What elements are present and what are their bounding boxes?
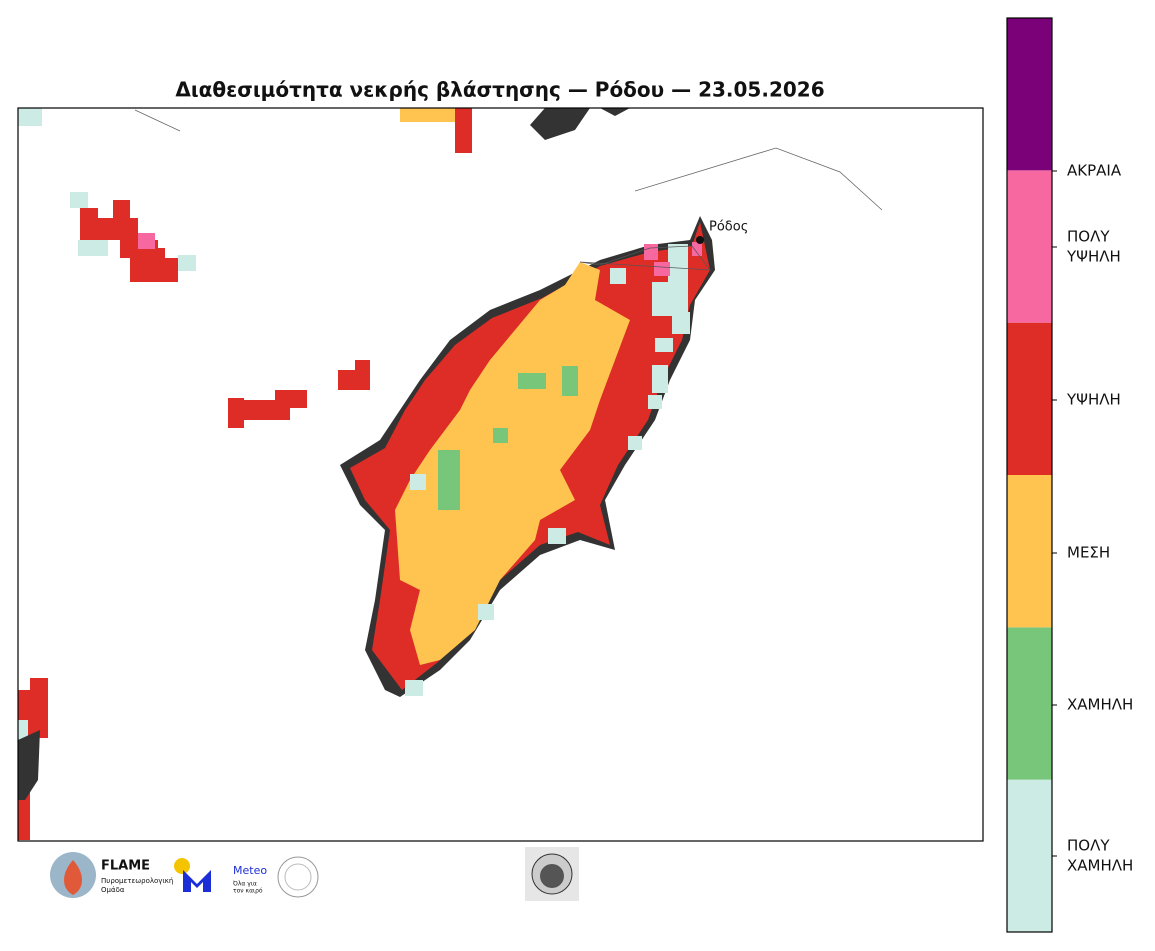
seal-logo (277, 856, 319, 898)
colorbar-label: ΠΟΛΥ (1067, 837, 1110, 855)
flame-icon (63, 860, 83, 895)
cell (18, 108, 42, 126)
border (634, 147, 883, 211)
colorbar-label: ΑΚΡΑΙΑ (1067, 162, 1122, 180)
seal-logo (284, 863, 312, 891)
colorbar-segment (1007, 322, 1052, 475)
cell (178, 255, 196, 271)
meteo-subtitle: Όλα για (232, 881, 257, 888)
meteo-dot (174, 858, 190, 874)
colorbar-label: ΧΑΜΗΛΗ (1067, 857, 1133, 875)
land (530, 108, 590, 140)
colorbar-frame (1006, 17, 1053, 933)
flame-name: FLAME (101, 859, 150, 874)
colorbar-label: ΥΨΗΛΗ (1066, 391, 1121, 409)
coast (579, 245, 711, 271)
cell (70, 192, 88, 208)
border (134, 109, 181, 132)
cells-very-low (405, 244, 690, 696)
meteo-subtitle: τον καιρό (233, 888, 263, 895)
cell (18, 720, 28, 742)
colorbar-label: ΥΨΗΛΗ (1066, 248, 1121, 266)
city-label: Ρόδος (709, 220, 748, 235)
colorbar-segment (1007, 779, 1052, 932)
cells (18, 200, 370, 840)
colorbar-label: ΧΑΜΗΛΗ (1067, 696, 1133, 714)
meteo-logo (183, 870, 211, 892)
map-frame (17, 107, 984, 842)
colorbar-label: ΠΟΛΥ (1067, 228, 1110, 246)
land (18, 730, 40, 800)
cell (455, 108, 472, 153)
map-title: Διαθεσιμότητα νεκρής βλάστησης — Ρόδου —… (175, 78, 824, 102)
legend: ΠΟΛΥ ΧΑΜΗΛΗ ΧΑΜΗΛΗ ΜΕΣΗ ΥΨΗΛΗ ΠΟΛΥ ΥΨΗΛΗ ΑΚΡΑΙΑ (1006, 17, 1133, 933)
colorbar-segment (1007, 475, 1052, 628)
cell (138, 233, 155, 249)
flame-subtitle: Πυρομετεωρολογική (101, 877, 173, 885)
cells-medium (395, 262, 630, 665)
municipality-seal (540, 864, 564, 888)
colorbar-segment (1007, 18, 1052, 171)
cell (78, 240, 108, 256)
land (600, 108, 630, 116)
colorbar-segment (1007, 170, 1052, 323)
city-marker (696, 236, 704, 244)
cell (400, 108, 472, 122)
logos: FLAME Πυρομετεωρολογική Ομάδα Meteo Όλα … (50, 847, 579, 901)
map: Ρόδος (17, 107, 984, 842)
cells-low (438, 366, 578, 510)
meteo-name: Meteo (233, 864, 267, 877)
flame-subtitle: Ομάδα (101, 886, 125, 894)
colorbar-label: ΜΕΣΗ (1067, 544, 1110, 562)
colorbar-segment (1007, 627, 1052, 780)
